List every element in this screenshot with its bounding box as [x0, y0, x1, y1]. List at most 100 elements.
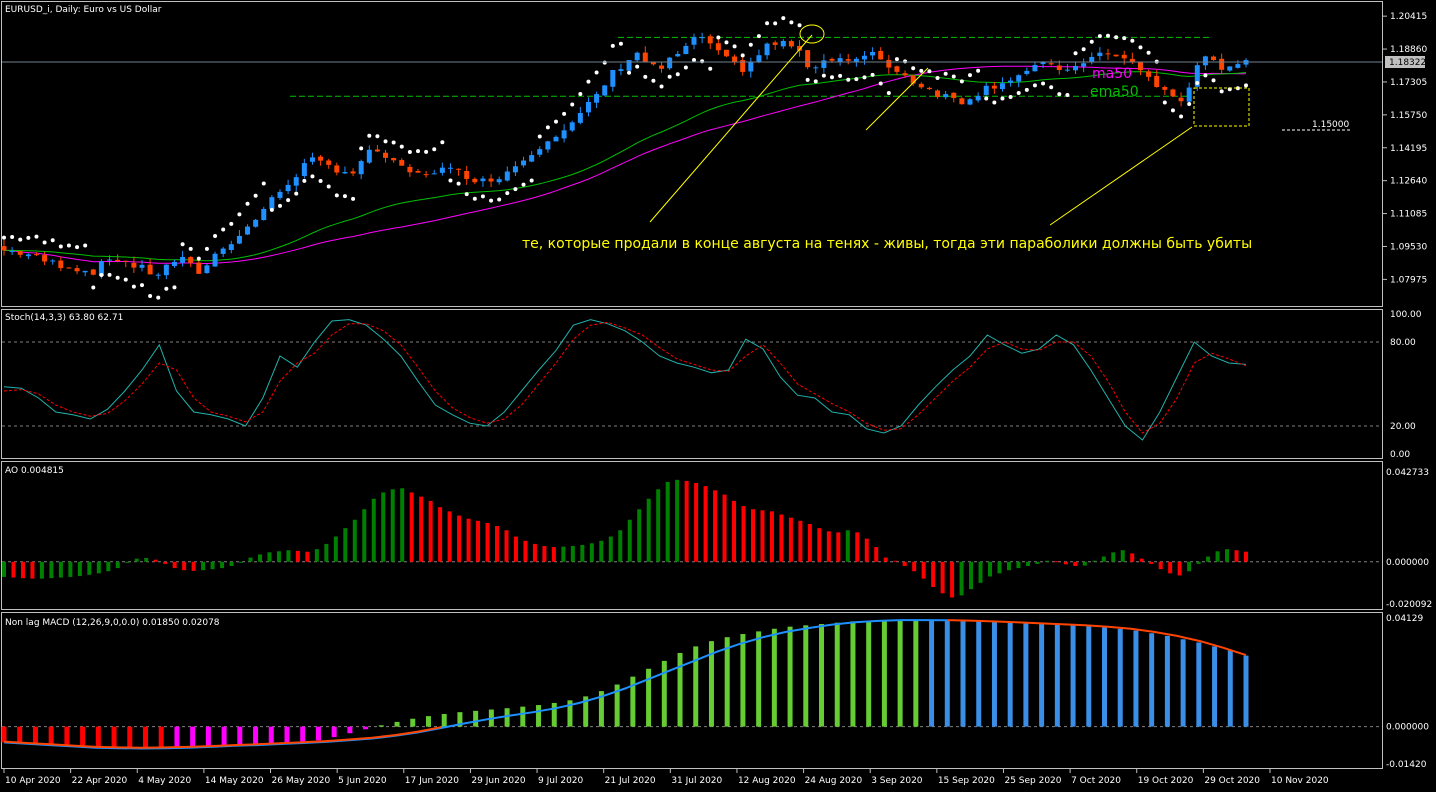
sar-dot — [992, 100, 997, 105]
macd-bar — [583, 696, 589, 727]
candle-body — [999, 83, 1005, 90]
sar-dot — [497, 197, 502, 202]
macd-bar — [473, 710, 479, 727]
sar-dot — [480, 194, 485, 199]
macd-bar — [771, 628, 777, 727]
current-price-value: 1.18322 — [1389, 58, 1426, 68]
candle-body — [277, 191, 283, 198]
ao-bar — [362, 509, 367, 562]
candle-body — [975, 96, 981, 101]
ao-bar — [627, 519, 632, 562]
candle-body — [1154, 75, 1160, 88]
sar-dot — [618, 41, 623, 46]
sar-dot — [286, 198, 291, 203]
candle-body — [659, 65, 665, 69]
ao-bar — [1196, 561, 1201, 564]
ao-bar — [779, 514, 784, 562]
macd-bar — [960, 620, 966, 727]
sar-dot — [578, 91, 583, 96]
ao-bar — [201, 561, 206, 571]
ao-bar — [248, 557, 253, 562]
candle-body — [983, 85, 989, 95]
macd-bar — [127, 726, 133, 749]
sar-dot — [521, 182, 526, 187]
ao-bar — [381, 492, 386, 562]
sar-dot — [58, 244, 63, 249]
candle-body — [512, 166, 518, 173]
ao-bar — [703, 486, 708, 562]
ao-bar — [1063, 561, 1068, 565]
sar-dot — [164, 286, 169, 291]
macd-bar — [866, 620, 872, 727]
ao-bar — [1082, 561, 1087, 566]
ao-bar — [959, 561, 964, 596]
sar-dot — [180, 242, 185, 247]
macd-bar — [64, 726, 70, 746]
ao-bar — [428, 500, 433, 562]
macd-bar — [1227, 650, 1233, 727]
time-tick-label: 10 Nov 2020 — [1271, 776, 1329, 786]
ao-bar — [722, 494, 727, 562]
sar-dot — [407, 149, 412, 154]
macd-bar — [1149, 633, 1155, 727]
sar-dot — [1089, 39, 1094, 44]
macd-bar — [48, 726, 54, 745]
sar-dot — [131, 284, 136, 289]
candle-body — [391, 157, 397, 161]
macd-bar — [944, 620, 950, 727]
price-tick-label: 1.11085 — [1390, 210, 1427, 220]
stoch-tick-label: 0.00 — [1390, 450, 1410, 460]
macd-tick-label: 0.000000 — [1386, 723, 1429, 733]
ao-bar — [826, 531, 831, 562]
candle-body — [918, 83, 924, 88]
macd-bar — [80, 726, 86, 747]
ao-bar — [1139, 558, 1144, 562]
macd-bar — [1054, 624, 1060, 727]
sar-dot — [115, 275, 120, 280]
sar-dot — [927, 69, 932, 74]
ao-bar — [1035, 561, 1040, 564]
ao-bar — [1054, 561, 1059, 563]
candle-body — [837, 58, 843, 63]
sar-dot — [34, 234, 39, 239]
ao-bar — [912, 561, 917, 572]
macd-bar — [803, 625, 809, 727]
macd-bar — [897, 620, 903, 727]
candle-body — [66, 267, 72, 269]
ao-bar — [314, 549, 319, 562]
sar-dot — [545, 125, 550, 130]
ao-bar — [1073, 561, 1078, 566]
sar-dot — [278, 203, 282, 208]
candle-body — [926, 87, 932, 90]
ao-bar — [352, 519, 357, 562]
ao-bar — [257, 554, 262, 562]
macd-bar — [1039, 624, 1045, 727]
sar-dot — [976, 68, 981, 73]
sar-dot — [1024, 87, 1029, 92]
candle-body — [1097, 52, 1103, 57]
sar-dot — [894, 57, 899, 62]
sar-dot — [391, 140, 396, 145]
sar-dot — [383, 139, 388, 144]
macd-bar — [834, 622, 840, 727]
sar-dot — [813, 79, 818, 84]
awesome-oscillator-pane: 0.042733 0.000000 -0.020092 — [2, 468, 1432, 610]
main-chart-title: EURUSD_i, Daily: Euro vs US Dollar — [5, 5, 162, 15]
price-tick-label: 1.14195 — [1390, 144, 1427, 154]
ao-bar — [694, 482, 699, 562]
ao-bar — [220, 561, 225, 569]
candle-body — [1064, 69, 1070, 71]
ao-bar — [485, 522, 490, 562]
sar-dot — [334, 193, 339, 198]
candle-body — [642, 52, 648, 62]
ao-bar — [580, 544, 585, 562]
ao-bar — [551, 547, 556, 562]
sar-dot — [18, 237, 23, 242]
ma50-label: ma50 — [1092, 66, 1132, 82]
candle-body — [943, 94, 949, 98]
macd-bar — [819, 624, 825, 727]
candle-body — [585, 101, 591, 113]
candle-body — [756, 55, 762, 62]
macd-bar — [378, 725, 384, 727]
